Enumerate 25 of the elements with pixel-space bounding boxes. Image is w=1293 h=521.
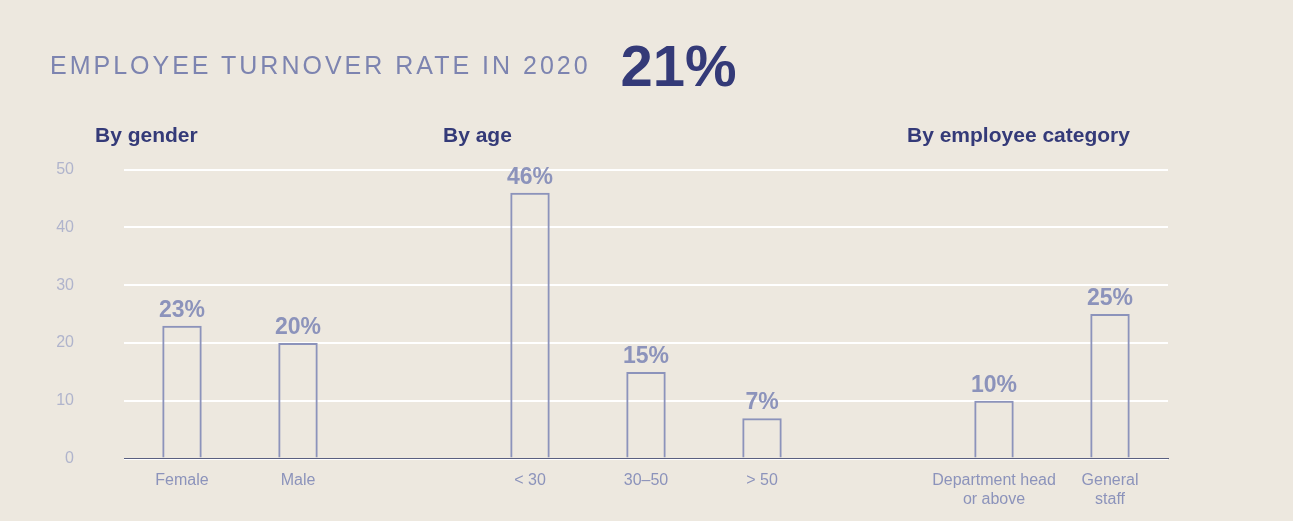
x-tick-label: 30–50 (623, 470, 669, 488)
x-tick-label: General staff (1081, 470, 1139, 507)
y-tick-label: 30 (56, 275, 75, 293)
data-label: 46% (506, 162, 554, 189)
data-label: 23% (158, 295, 206, 322)
y-tick-label: 20 (56, 333, 75, 351)
data-label: 10% (970, 370, 1018, 397)
x-tick-label: Male (280, 470, 316, 488)
data-label: 25% (1086, 283, 1134, 310)
text: By age (443, 122, 512, 146)
chart-subtitle: 21% (620, 31, 737, 99)
y-tick-label: 0 (65, 449, 75, 467)
x-tick-label: < 30 (514, 470, 546, 488)
chart-title: EMPLOYEE TURNOVER RATE IN 2020 (50, 50, 591, 80)
y-tick-label: 10 (56, 391, 75, 409)
data-label: 20% (274, 312, 322, 339)
x-tick-label: Female (155, 470, 209, 488)
text: By gender (95, 122, 198, 146)
y-tick-label: 50 (56, 160, 75, 178)
x-tick-label: Department head or above (932, 470, 1056, 507)
text: By employee category (907, 122, 1131, 146)
x-tick-label: > 50 (746, 470, 778, 488)
data-label: 15% (622, 341, 670, 368)
y-tick-label: 40 (56, 217, 75, 235)
data-label: 7% (745, 387, 779, 414)
